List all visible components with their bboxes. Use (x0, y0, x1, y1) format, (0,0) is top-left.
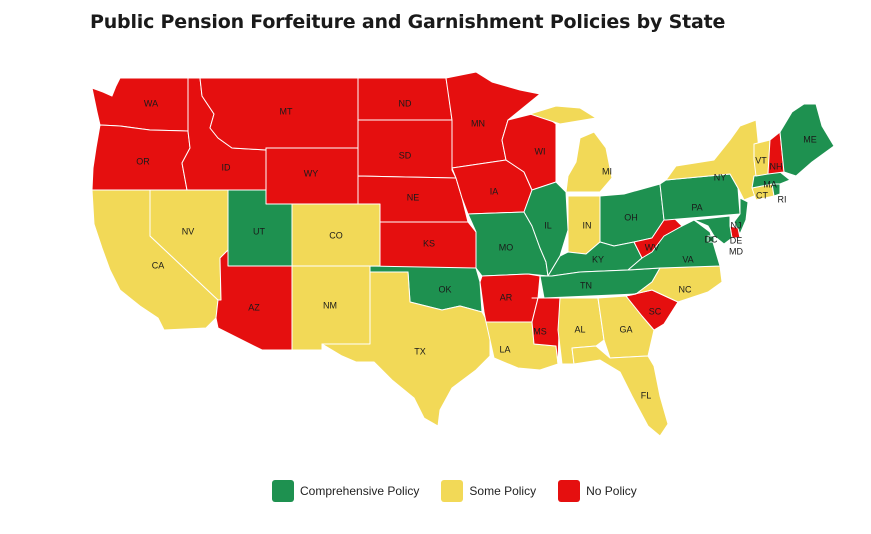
state-label-co: CO (329, 230, 343, 240)
state-label-ca: CA (152, 260, 165, 270)
state-label-la: LA (499, 344, 510, 354)
legend-label-none: No Policy (586, 484, 637, 498)
state-label-vt: VT (755, 155, 767, 165)
map-title: Public Pension Forfeiture and Garnishmen… (90, 11, 726, 33)
state-label-ok: OK (438, 284, 451, 294)
state-sd[interactable] (357, 119, 457, 179)
legend-swatch-none (558, 480, 581, 502)
state-label-fl: FL (641, 390, 652, 400)
us-states-map: WA OR CA NV ID MT WY UT CO AZ NM ND SD NE KS OK TX MN IA MO… (91, 71, 835, 437)
state-label-wy: WY (304, 168, 319, 178)
state-label-ar: AR (500, 292, 513, 302)
state-label-az: AZ (248, 302, 260, 312)
state-label-wa: WA (144, 98, 158, 108)
legend: Comprehensive Policy Some Policy No Poli… (272, 480, 659, 502)
state-nj[interactable] (733, 197, 749, 235)
state-label-mi: MI (602, 166, 612, 176)
state-label-pa: PA (691, 202, 702, 212)
state-me[interactable] (779, 103, 835, 177)
state-label-ga: GA (619, 324, 632, 334)
state-label-il: IL (544, 220, 552, 230)
state-label-nm: NM (323, 300, 337, 310)
state-fl[interactable] (571, 345, 669, 437)
state-label-ne: NE (407, 192, 420, 202)
state-label-ut: UT (253, 226, 265, 236)
state-label-nc: NC (679, 284, 692, 294)
legend-swatch-comprehensive (272, 480, 294, 502)
legend-item-none[interactable]: No Policy (558, 480, 637, 502)
state-md[interactable] (693, 215, 733, 245)
state-label-nj: NJ (731, 220, 742, 230)
state-label-nd: ND (399, 98, 412, 108)
state-label-ma: MA (763, 179, 777, 189)
state-label-mo: MO (499, 242, 514, 252)
state-vt[interactable] (753, 139, 771, 177)
state-label-sd: SD (399, 150, 412, 160)
legend-label-comprehensive: Comprehensive Policy (300, 484, 420, 498)
state-label-id: ID (222, 162, 232, 172)
state-tx[interactable] (321, 271, 491, 427)
legend-swatch-some (441, 480, 464, 502)
legend-item-some[interactable]: Some Policy (441, 480, 536, 502)
state-wa[interactable] (91, 77, 189, 132)
state-label-nh: NH (770, 161, 783, 171)
state-label-oh: OH (624, 212, 638, 222)
state-label-ky: KY (592, 254, 604, 264)
state-label-md: MD (729, 246, 743, 256)
state-label-ct: CT (756, 190, 768, 200)
state-label-or: OR (136, 156, 150, 166)
state-label-ms: MS (533, 326, 547, 336)
legend-item-comprehensive[interactable]: Comprehensive Policy (272, 480, 419, 502)
state-label-wv: WV (645, 242, 660, 252)
state-label-al: AL (574, 324, 585, 334)
state-label-mn: MN (471, 118, 485, 128)
state-pa[interactable] (659, 173, 741, 221)
state-label-wi: WI (535, 146, 546, 156)
state-label-va: VA (682, 254, 693, 264)
state-wv[interactable] (633, 215, 683, 259)
state-label-in: IN (583, 220, 592, 230)
state-label-ks: KS (423, 238, 435, 248)
labels-layer: WA OR CA NV ID MT WY UT CO AZ NM ND SD NE KS OK TX MN IA MO… (136, 98, 817, 400)
state-label-sc: SC (649, 306, 662, 316)
state-dc[interactable] (707, 235, 715, 243)
states-layer (91, 71, 835, 437)
state-label-mt: MT (280, 106, 293, 116)
state-label-tn: TN (580, 280, 592, 290)
state-label-dc: DC (705, 234, 718, 244)
state-label-tx: TX (414, 346, 426, 356)
state-label-ia: IA (490, 186, 499, 196)
state-label-me: ME (803, 134, 817, 144)
state-label-ny: NY (714, 172, 727, 182)
state-nc[interactable] (625, 265, 723, 303)
state-label-nv: NV (182, 226, 195, 236)
legend-label-some: Some Policy (469, 484, 537, 498)
state-label-ri: RI (778, 194, 787, 204)
state-label-de: DE (730, 235, 743, 245)
state-mi[interactable] (529, 105, 613, 193)
